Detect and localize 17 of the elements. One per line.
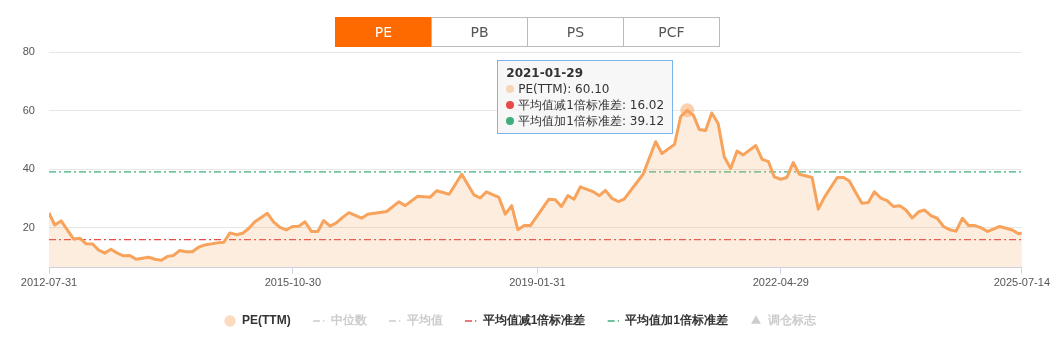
y-tick-label: 40 (22, 162, 35, 175)
text: PB (431, 17, 528, 47)
legend-label: PE(TTM) (242, 313, 291, 328)
y-tick-label: 20 (22, 220, 35, 233)
text: PCF (623, 17, 720, 47)
x-tick-label: 2012-07-31 (20, 276, 78, 289)
y-tick-label: 80 (22, 45, 35, 58)
x-tick-label: 2022-04-29 (752, 276, 809, 289)
legend-label: 平均值加1倍标准差 (624, 313, 729, 328)
x-tick-label: 2019-01-31 (509, 276, 566, 289)
x-tick-label: 2025-07-14 (993, 276, 1051, 289)
x-tick-label: 2015-10-30 (264, 276, 322, 289)
text: PE (335, 17, 432, 47)
annotation: 2021-01-29 PE(TTM): 60.10 平均值减1倍标准差: 16.02 平均值加1倍标准差: 39.12 (506, 66, 665, 129)
legend-label: 平均值减1倍标准差 (481, 313, 586, 328)
text: PS (527, 17, 624, 47)
y-tick-label: 60 (22, 103, 35, 116)
